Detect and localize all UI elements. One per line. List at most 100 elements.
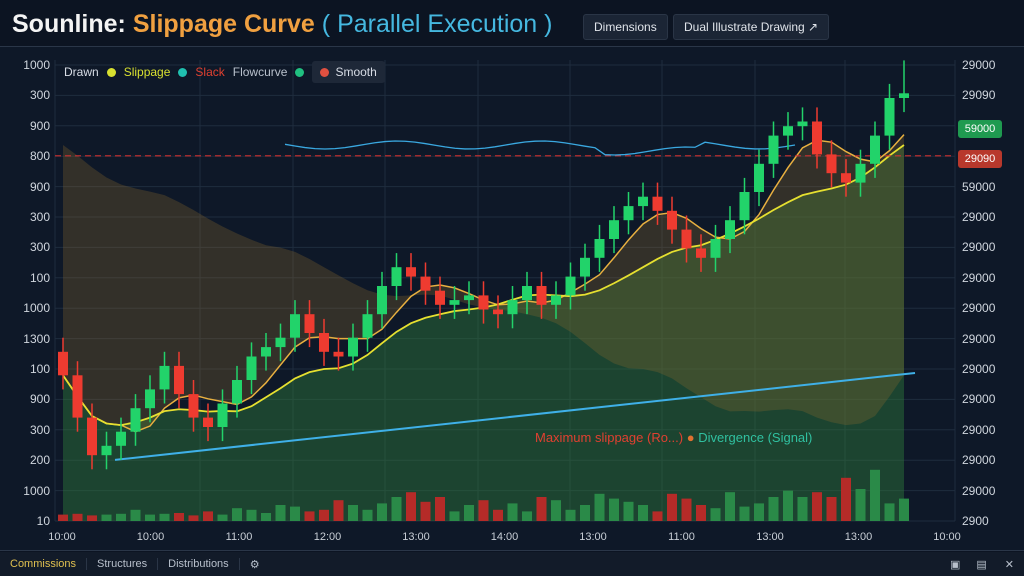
y-tick-label: 100 <box>29 270 50 285</box>
candle-body <box>710 239 721 258</box>
volume-bar <box>551 500 561 521</box>
candle-body <box>522 286 532 301</box>
volume-bar <box>884 503 895 521</box>
legend: Drawn Slippage Slack Flowcurve Smooth <box>58 60 391 84</box>
x-tick-label: 11:00 <box>668 531 695 543</box>
x-tick-label: 13:00 <box>579 531 607 543</box>
y-tick-label: 900 <box>29 179 50 194</box>
x-tick-label: 12:00 <box>313 531 342 543</box>
volume-bar <box>188 515 199 521</box>
volume-bar <box>493 509 503 521</box>
x-tick-label: 10:00 <box>933 531 961 543</box>
candle-body <box>783 126 793 136</box>
candle-body <box>507 300 518 315</box>
tab-commissions[interactable]: Commissions <box>0 558 88 570</box>
window-icon[interactable]: ▣ <box>949 558 961 571</box>
x-tick-label: 13:00 <box>756 531 784 543</box>
volume-bar <box>261 513 271 521</box>
x-tick-label: 13:00 <box>402 531 430 543</box>
volume-bar <box>348 505 358 521</box>
y-right-tick-label: 29000 <box>962 422 996 437</box>
candle-body <box>435 290 445 305</box>
volume-bar <box>130 509 141 521</box>
candle-body <box>362 314 373 338</box>
legend-item-slippage: Slippage <box>123 65 171 79</box>
candle-body <box>826 154 837 174</box>
gear-icon[interactable]: ⚙ <box>249 558 260 571</box>
volume-bar <box>159 513 170 521</box>
close-icon[interactable]: ✕ <box>1004 558 1014 571</box>
volume-bar <box>739 506 750 521</box>
tab-distributions[interactable]: Distributions <box>158 558 240 570</box>
tab-structures[interactable]: Structures <box>87 558 159 570</box>
candle-body <box>348 337 358 357</box>
y-tick-label: 300 <box>29 210 50 224</box>
y-right-tick-label: 29090 <box>962 88 996 103</box>
candle-body <box>652 196 663 211</box>
candle-body <box>159 365 170 390</box>
candle-body <box>232 380 242 404</box>
candle-body <box>333 351 344 357</box>
candle-body <box>565 276 576 296</box>
volume-bar <box>681 498 692 521</box>
volume-bar <box>855 489 866 521</box>
candle-body <box>768 135 779 164</box>
y-tick-label: 900 <box>29 392 50 407</box>
volume-bar <box>319 509 329 521</box>
save-icon[interactable]: ▤ <box>976 558 987 571</box>
volume-bar <box>377 503 387 521</box>
y-tick-label: 10 <box>36 514 50 528</box>
volume-bar <box>870 469 880 521</box>
y-right-tick-label: 59000 <box>962 179 996 194</box>
candle-body <box>261 347 271 357</box>
volume-bar <box>304 511 315 521</box>
volume-bar <box>275 505 286 521</box>
x-tick-label: 10:00 <box>48 531 76 543</box>
candle-body <box>884 98 895 136</box>
legend-item-smooth[interactable]: Smooth <box>312 61 385 83</box>
volume-bar <box>145 514 155 521</box>
y-right-tick-label: 29000 <box>962 240 996 255</box>
candle-body <box>870 135 880 164</box>
dimensions-button[interactable]: Dimensions <box>583 14 668 40</box>
volume-bar <box>420 501 431 521</box>
volume-bar <box>362 509 373 521</box>
volume-bar <box>507 503 518 521</box>
drawing-button[interactable]: Dual Illustrate Drawing ↗ <box>673 14 830 40</box>
volume-bar <box>116 513 126 521</box>
candle-body <box>623 206 634 221</box>
candle-body <box>478 295 489 310</box>
volume-bar <box>638 505 648 521</box>
volume-bar <box>203 511 213 521</box>
y-tick-label: 1000 <box>23 483 50 498</box>
page-title: Sounline: Slippage Curve ( Parallel Exec… <box>12 10 553 38</box>
candle-body <box>493 309 503 315</box>
legend-dot-icon <box>178 67 188 77</box>
candle-body <box>58 351 68 376</box>
volume-bar <box>580 505 590 521</box>
y-right-tick-label: 29000 <box>962 453 996 468</box>
overlay-line <box>284 140 796 156</box>
candle-body <box>246 356 257 380</box>
y-right-tick-label: 29000 <box>962 331 996 346</box>
legend-item-flowcurve: Flowcurve <box>232 65 288 79</box>
price-badge-green: 59000 <box>958 120 1002 138</box>
volume-bar <box>333 500 344 521</box>
y-right-tick-label: 29000 <box>962 392 996 407</box>
y-tick-label: 100 <box>29 362 50 376</box>
y-right-tick-label: 29000 <box>962 58 996 72</box>
candle-body <box>130 408 141 432</box>
candle-body <box>391 267 402 286</box>
candle-body <box>841 173 851 183</box>
y-tick-label: 1000 <box>23 58 50 72</box>
y-right-tick-label: 29000 <box>962 362 996 376</box>
candle-body <box>217 403 228 427</box>
candle-body <box>377 286 387 315</box>
y-tick-label: 300 <box>29 422 50 437</box>
volume-bar <box>652 511 663 521</box>
bottom-toolbar: Commissions Structures Distributions ⚙ ▣… <box>0 552 1024 576</box>
volume-bar <box>449 511 460 521</box>
candle-body <box>739 192 750 221</box>
volume-bar <box>72 513 83 521</box>
